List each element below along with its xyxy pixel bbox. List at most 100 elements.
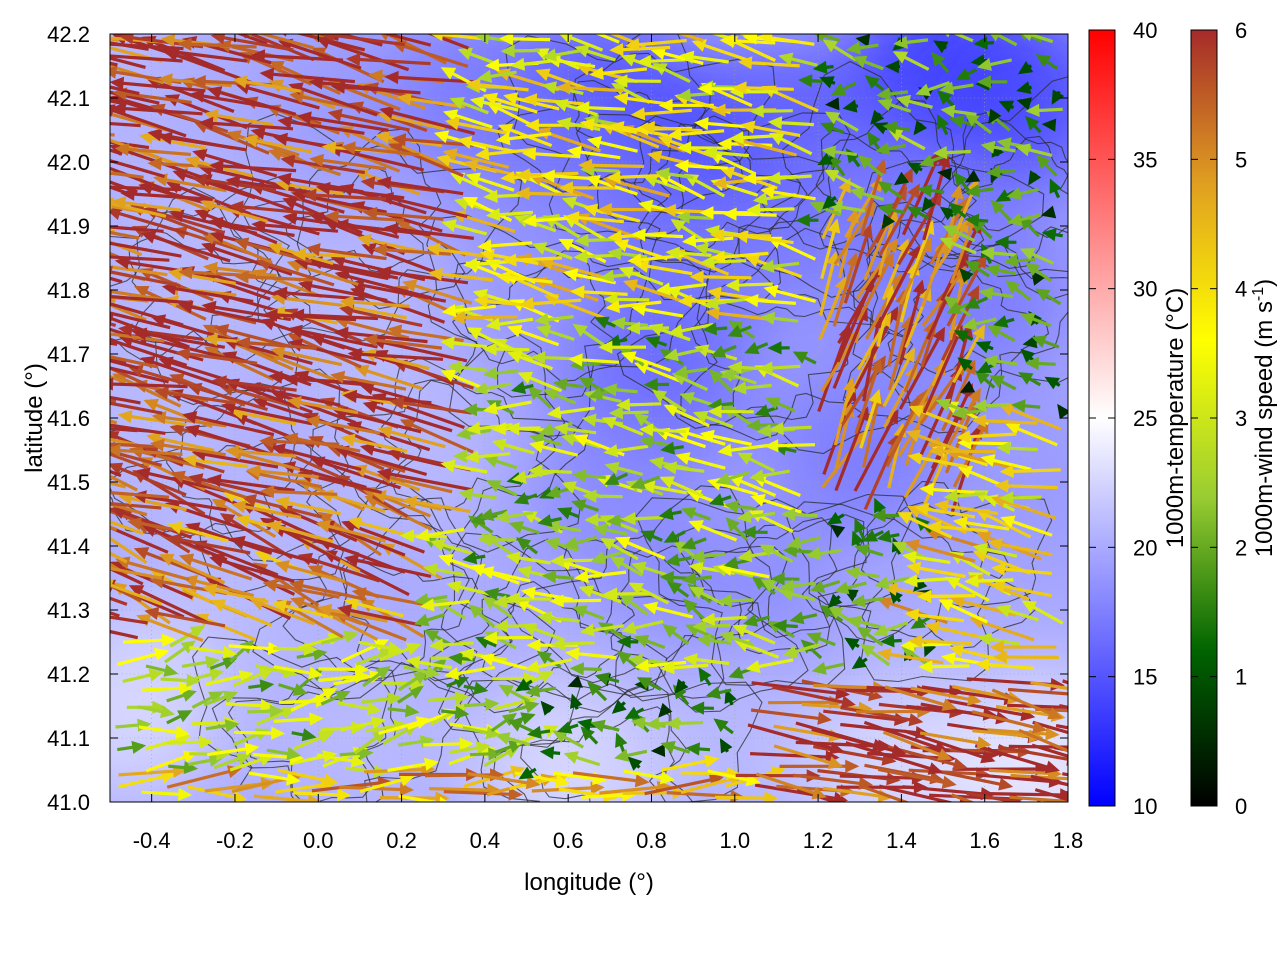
- wind-arrow-head: [507, 350, 523, 364]
- wind-arrow: [549, 594, 602, 608]
- wind-arrow-head: [1072, 795, 1086, 808]
- wind-arrow: [110, 171, 144, 179]
- wind-arrow-head: [826, 511, 843, 525]
- wind-arrow: [110, 481, 127, 489]
- wind-arrow-head: [941, 698, 957, 711]
- wind-arrow: [274, 560, 346, 584]
- wind-arrow: [805, 547, 842, 561]
- wind-arrow-shaft: [942, 389, 981, 455]
- wind-arrow: [541, 570, 574, 584]
- wind-arrow-head: [742, 614, 759, 627]
- wind-arrow-head: [795, 213, 810, 227]
- wind-arrow-head: [269, 704, 284, 718]
- wind-arrow-shaft: [110, 444, 120, 448]
- wind-arrow-head: [708, 493, 725, 506]
- wind-arrow-shaft: [897, 395, 937, 458]
- wind-arrow: [892, 541, 928, 561]
- wind-arrow: [356, 234, 425, 254]
- wind-arrow-head: [605, 300, 620, 314]
- wind-arrow-shaft: [350, 352, 444, 361]
- wind-arrow: [906, 206, 930, 220]
- wind-arrow-shaft: [991, 688, 1061, 719]
- wind-arrow-shaft: [230, 449, 301, 472]
- wind-arrow-head: [756, 424, 771, 438]
- wind-arrow-shaft: [120, 327, 204, 341]
- y-tick-label: 41.0: [47, 790, 90, 815]
- y-tick-label: 41.5: [47, 470, 90, 495]
- wind-arrow: [840, 706, 924, 727]
- wind-arrow: [144, 606, 226, 628]
- wind-arrow-shaft: [379, 269, 469, 285]
- wind-arrow-head: [483, 401, 498, 415]
- wind-arrow-head: [231, 500, 247, 514]
- wind-arrow: [578, 377, 606, 394]
- wind-arrow-head: [750, 494, 766, 507]
- colorbar-tick-label: 1: [1235, 665, 1247, 690]
- wind-arrow: [317, 753, 366, 768]
- wind-arrow-head: [702, 322, 718, 336]
- wind-arrow: [862, 529, 884, 542]
- wind-arrow-head: [594, 672, 610, 686]
- wind-arrow-head: [561, 196, 578, 210]
- wind-arrow-shaft: [110, 225, 164, 233]
- wind-arrow-head: [94, 41, 109, 54]
- wind-arrow-head: [977, 632, 993, 646]
- wind-arrow: [202, 583, 269, 604]
- wind-arrow-head: [737, 549, 753, 563]
- wind-arrow: [376, 266, 469, 285]
- wind-arrow-head: [673, 365, 689, 379]
- wind-arrow: [505, 591, 551, 606]
- wind-arrow-head: [161, 770, 177, 784]
- wind-arrow: [878, 244, 921, 324]
- wind-arrow-shaft: [273, 445, 362, 472]
- wind-arrow-head: [660, 740, 676, 754]
- wind-arrow-head: [399, 773, 415, 787]
- wind-arrow: [210, 599, 273, 627]
- wind-arrow-head: [128, 585, 145, 598]
- wind-arrow: [151, 411, 227, 428]
- wind-arrow: [897, 512, 953, 539]
- wind-arrow-head: [376, 176, 392, 190]
- wind-arrow-head: [552, 730, 568, 743]
- wind-arrow: [219, 513, 293, 560]
- wind-arrow-head: [527, 385, 543, 401]
- wind-arrow-head: [746, 203, 761, 217]
- wind-arrow-head: [758, 361, 773, 375]
- wind-arrow: [977, 632, 1020, 646]
- wind-arrow: [781, 508, 818, 522]
- wind-arrow: [749, 469, 790, 483]
- wind-arrow: [603, 444, 649, 458]
- wind-arrow: [482, 342, 530, 356]
- wind-arrow-shaft: [946, 325, 971, 408]
- wind-arrow: [680, 507, 711, 521]
- wind-arrow-shaft: [290, 327, 378, 349]
- wind-arrow: [953, 171, 971, 193]
- wind-arrow: [625, 321, 670, 335]
- wind-arrow: [422, 563, 465, 577]
- wind-arrow-head: [828, 605, 844, 620]
- wind-arrow: [203, 690, 239, 707]
- wind-arrow-head: [479, 508, 495, 521]
- wind-arrow-shaft: [919, 731, 989, 747]
- wind-arrow-shaft: [354, 589, 430, 607]
- wind-arrow-head: [1007, 213, 1023, 226]
- wind-arrow-head: [286, 396, 302, 410]
- wind-arrow: [344, 554, 432, 578]
- wind-arrow: [661, 754, 720, 772]
- wind-arrow: [624, 706, 645, 720]
- wind-arrow-head: [276, 172, 292, 186]
- wind-arrow-head: [860, 643, 876, 658]
- wind-arrow-head: [387, 641, 403, 655]
- wind-arrow: [110, 491, 170, 499]
- wind-arrow-head: [558, 238, 574, 251]
- wind-arrow: [473, 381, 511, 395]
- wind-arrow-head: [621, 512, 636, 526]
- wind-arrow: [528, 464, 572, 478]
- wind-arrow-head: [270, 443, 286, 457]
- plot-area: -0.4 -0.2 0.0 0.2 0.4 0.6 0.8 1.0 1.2 1.4 1.6 1.8 4…: [47, 22, 1086, 853]
- wind-arrow: [531, 351, 573, 365]
- wind-arrow-shaft: [844, 688, 929, 694]
- wind-arrow-head: [182, 453, 197, 467]
- wind-arrow-head: [283, 432, 299, 446]
- wind-arrow-head: [463, 403, 478, 417]
